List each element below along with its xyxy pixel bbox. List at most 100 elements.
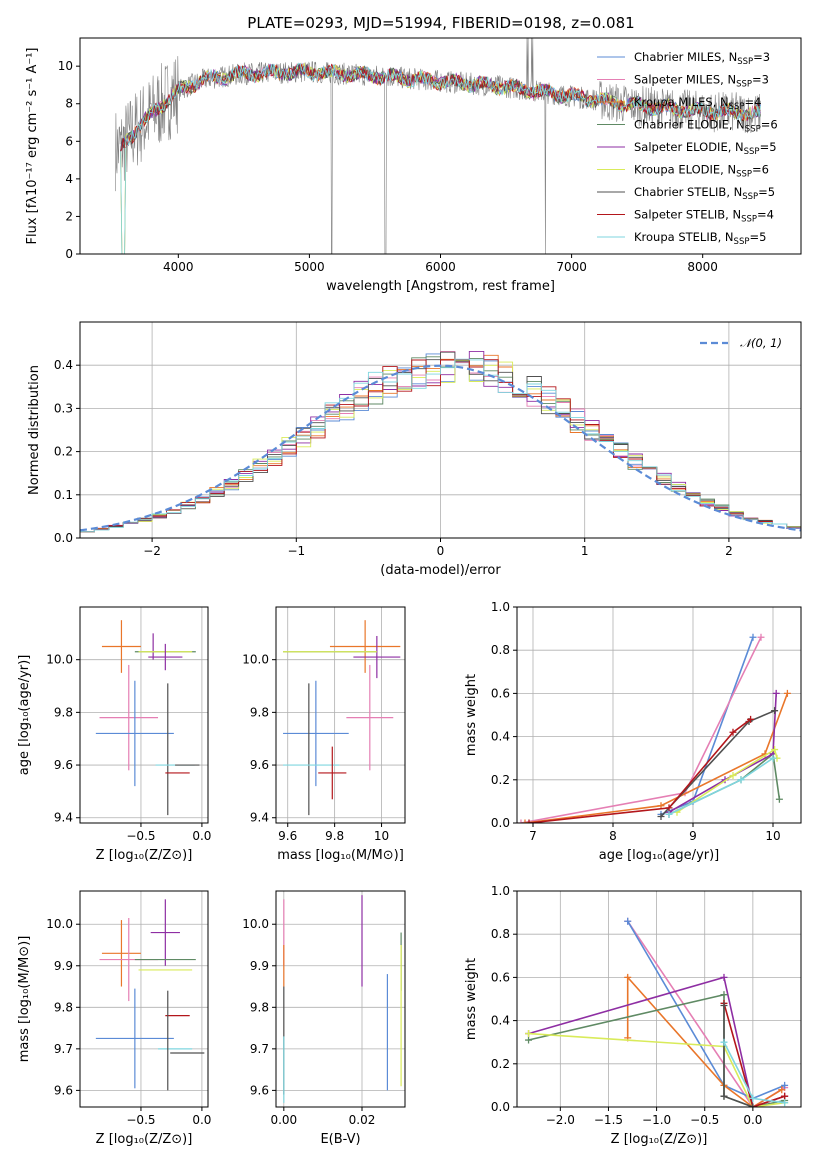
panel-mass_vs_ebv: 0.00 0.02 9.6 9.7 9.8 9.9 10.0 E(B-V) [242,890,406,1147]
y-tick-label: 9.8 [250,705,269,719]
x-tick-label: −0.5 [126,1113,155,1127]
weight-series-kroupa_miles [524,693,789,823]
y-tick-label: 0 [65,247,73,261]
x-tick-label: −0.5 [126,829,155,843]
y-tick-label: 10.0 [242,917,269,931]
plot-area-weight_vs_age [517,633,791,823]
weight-marker-chabrier_stelib [720,1001,728,1009]
weight-series-chabrier_elodie [668,752,781,816]
weight-marker-kroupa_miles [521,819,529,823]
errorbar-point-kroupa_miles [101,920,141,987]
plot-area-age_vs_Z [95,620,200,816]
x-axis-label: Z [log₁₀(Z/Z⊙)] [611,1132,708,1147]
weight-marker-salpeter_stelib [665,804,673,812]
x-tick-label: 0.0 [192,829,211,843]
x-tick-label: 5000 [294,260,325,274]
y-tick-label: 0.6 [491,970,510,984]
x-tick-label: 9.6 [278,829,297,843]
y-axis-label: mass weight [464,958,479,1040]
y-tick-label: 0.4 [54,358,73,372]
y-tick-label: 9.6 [250,1083,269,1097]
y-axis-label: Normed distribution [27,365,42,495]
plot-area-spectrum [115,38,761,254]
legend-label-chabrier_elodie: Chabrier ELODIE, NSSP=6 [634,118,778,135]
y-tick-label: 9.7 [54,1042,73,1056]
x-tick-label: −0.5 [690,1113,719,1127]
model-spectrum-kroupa_miles [120,63,761,254]
x-tick-label: 9.8 [325,829,344,843]
errorbar-point-salpeter_miles [99,664,159,771]
weight-marker-chabrier_stelib [657,813,665,821]
weight-marker-kroupa_stelib [749,1094,757,1102]
x-tick-label: −2.0 [546,1113,575,1127]
plot-area-mass_vs_Z [95,899,205,1091]
weight-marker-kroupa_miles [624,973,632,981]
y-tick-label: 2 [65,209,73,223]
y-tick-label: 9.6 [54,1083,73,1097]
weight-marker-kroupa_elodie [771,746,779,754]
y-tick-label: 0.2 [54,445,73,459]
x-tick-label: 0.0 [743,1113,762,1127]
y-axis-label: mass weight [464,674,479,756]
x-tick-label: 7000 [556,260,587,274]
weight-marker-chabrier_stelib [771,707,779,715]
errorbar-point-salpeter_elodie [353,635,401,679]
legend-label-salpeter_elodie: Salpeter ELODIE, NSSP=5 [634,140,777,157]
x-tick-label: −1 [287,544,305,558]
axes-frame [79,890,209,1108]
y-tick-label: 9.7 [250,1042,269,1056]
x-tick-label: 10 [374,829,389,843]
weight-marker-chabrier_stelib [720,1092,728,1100]
y-tick-label: 0.0 [491,816,510,830]
legend-label-chabrier_stelib: Chabrier STELIB, NSSP=5 [634,185,775,202]
axes-frame [516,606,802,824]
axes-frame [516,890,802,1108]
y-tick-label: 0.1 [54,488,73,502]
errorbar-point-salpeter_stelib [318,746,347,800]
model-spectrum-kroupa_elodie [120,62,761,254]
weight-marker-kroupa_elodie [729,771,737,779]
y-tick-label: 6 [65,134,73,148]
x-axis-label: E(B-V) [320,1132,360,1147]
weight-marker-kroupa_stelib [665,810,673,818]
y-tick-label: 0.2 [491,773,510,787]
y-tick-label: 9.8 [54,1000,73,1014]
weight-marker-kroupa_stelib [720,1038,728,1046]
weight-series-salpeter_stelib [723,1003,785,1107]
y-tick-label: 1.0 [491,884,510,898]
weight-marker-kroupa_miles [778,1086,786,1094]
model-spectrum-kroupa_stelib [120,63,761,254]
figure-title: PLATE=0293, MJD=51994, FIBERID=0198, z=0… [247,14,634,32]
weight-marker-salpeter_stelib [747,715,755,723]
y-tick-label: 0.4 [491,730,510,744]
plot-area-mass_vs_ebv [283,895,402,1103]
spectrum-legend: Chabrier MILES, NSSP=3 Salpeter MILES, NS… [597,50,778,247]
weight-marker-chabrier_miles [624,917,632,925]
axes-frame [275,606,406,824]
panel-weight_vs_age: 7 8 9 10 0.0 0.2 0.4 0.6 0.8 1.0 age [log₁₀(age/yr… [464,600,802,863]
x-axis-label: age [log₁₀(age/yr)] [599,848,720,863]
panel-mass_vs_Z: −0.5 0.0 9.6 9.7 9.8 9.9 10.0 Z [log₁₀(Z/Z⊙)] ma… [17,890,211,1147]
x-tick-label: 7 [529,829,537,843]
panel-spectrum: 4000 5000 6000 7000 8000 0 2 4 6 8 10 wavelength [A… [25,37,802,294]
y-axis-label: mass [log₁₀(M/M⊙)] [17,936,32,1063]
x-tick-label: 4000 [163,260,194,274]
weight-marker-salpeter_elodie [772,689,780,697]
weight-marker-chabrier_elodie [775,795,783,803]
y-tick-label: 0.2 [491,1057,510,1071]
y-tick-label: 9.4 [54,811,73,825]
y-tick-label: 9.9 [250,959,269,973]
legend-label-kroupa_miles: Kroupa MILES, NSSP=4 [634,95,761,112]
weight-marker-kroupa_stelib [737,776,745,784]
legend-label-salpeter_stelib: Salpeter STELIB, NSSP=4 [634,208,774,225]
y-tick-label: 9.8 [54,705,73,719]
weight-marker-salpeter_elodie [720,973,728,981]
plot-area-weight_vs_Z [525,917,789,1107]
weight-marker-chabrier_miles [749,633,757,641]
x-axis-label: Z [log₁₀(Z/Z⊙)] [96,848,193,863]
model-spectrum-salpeter_stelib [120,63,761,152]
errorbar-point-salpeter_miles [346,664,394,771]
y-tick-label: 0.3 [54,401,73,415]
